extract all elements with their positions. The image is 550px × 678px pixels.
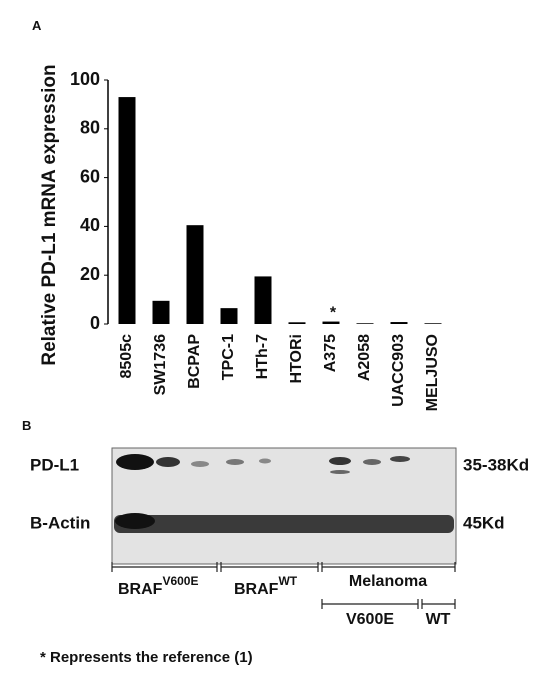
x-tick-label: A375 [322, 334, 339, 372]
band [259, 458, 271, 464]
band [226, 459, 244, 465]
band [390, 456, 410, 462]
bar [118, 97, 136, 324]
x-tick-label: MELJUSO [424, 334, 441, 411]
group-sup: V600E [162, 574, 198, 588]
subgroup-label: V600E [346, 611, 394, 628]
bar [186, 225, 204, 324]
group-sup: WT [278, 574, 297, 588]
x-tick-label: SW1736 [152, 334, 169, 395]
blot-membrane [111, 447, 457, 565]
bar [390, 322, 408, 324]
x-tick-label: UACC903 [390, 334, 407, 407]
band [329, 457, 351, 465]
group-name: BRAF [234, 581, 279, 598]
band [330, 470, 350, 474]
band [363, 459, 381, 465]
bar [254, 276, 272, 324]
x-tick-label: HTh-7 [254, 334, 271, 379]
bar [220, 308, 238, 324]
y-tick-label: 0 [90, 313, 100, 333]
group-label: BRAFV600E [118, 574, 198, 598]
y-axis-label: Relative PD-L1 mRNA expression [39, 64, 60, 365]
annotation: * [330, 305, 337, 322]
panel-label: B [22, 418, 31, 433]
group-label: Melanoma [349, 573, 427, 590]
y-tick-label: 80 [80, 118, 100, 138]
band [156, 457, 180, 467]
bar [424, 323, 442, 324]
size-label: 35-38Kd [463, 455, 529, 474]
size-label: 45Kd [463, 513, 505, 532]
bar [356, 323, 374, 324]
x-tick-label: BCPAP [186, 334, 203, 389]
band [191, 461, 209, 467]
bar [288, 322, 306, 324]
brackets [111, 562, 456, 609]
band [116, 454, 154, 470]
x-tick-label: A2058 [356, 334, 373, 381]
bar [322, 321, 340, 324]
x-tick-label: 8505c [118, 334, 135, 379]
y-tick-label: 40 [80, 215, 100, 235]
group-name: BRAF [118, 581, 163, 598]
x-tick-label: HTORi [288, 334, 305, 383]
x-tick-label: TPC-1 [220, 334, 237, 380]
bar [152, 300, 170, 324]
panel-label: A [32, 18, 42, 33]
band [114, 515, 454, 533]
footnote: * Represents the reference (1) [40, 649, 253, 666]
group-label: BRAFWT [234, 574, 298, 598]
row-label: B-Actin [30, 513, 90, 532]
blot [111, 447, 457, 565]
band [115, 513, 155, 529]
y-tick-label: 60 [80, 166, 100, 186]
y-tick-label: 20 [80, 264, 100, 284]
y-tick-label: 100 [70, 69, 100, 89]
row-label: PD-L1 [30, 455, 79, 474]
subgroup-label: WT [426, 611, 451, 628]
